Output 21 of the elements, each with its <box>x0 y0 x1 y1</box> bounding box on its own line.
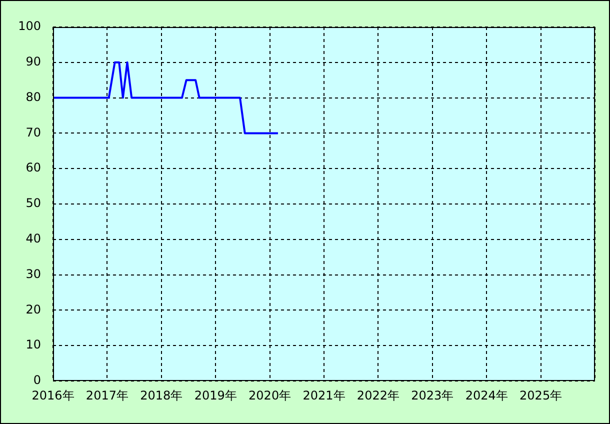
x-tick-label: 2020年 <box>248 388 292 402</box>
x-tick-label: 2024年 <box>465 388 508 402</box>
y-tick-label: 100 <box>18 19 41 34</box>
x-tick-label: 2019年 <box>194 388 237 402</box>
y-tick-label: 70 <box>26 125 41 140</box>
x-tick-label: 2017年 <box>86 388 128 402</box>
x-tick-label: 2018年 <box>140 388 183 402</box>
y-tick-label: 50 <box>26 196 41 210</box>
y-tick-label: 20 <box>26 302 41 316</box>
y-tick-label: 60 <box>26 160 41 175</box>
y-tick-label: 40 <box>26 232 41 246</box>
y-tick-label: 80 <box>26 90 41 104</box>
y-tick-label: 10 <box>26 338 41 352</box>
x-tick-label: 2022年 <box>356 388 400 402</box>
y-tick-label: 0 <box>33 373 41 388</box>
x-tick-label: 2016年 <box>32 388 74 402</box>
x-tick-label: 2025年 <box>520 388 562 402</box>
y-tick-label: 90 <box>26 54 41 69</box>
y-tick-label: 30 <box>26 266 41 281</box>
x-tick-label: 2021年 <box>302 388 346 402</box>
x-tick-label: 2023年 <box>411 388 454 402</box>
